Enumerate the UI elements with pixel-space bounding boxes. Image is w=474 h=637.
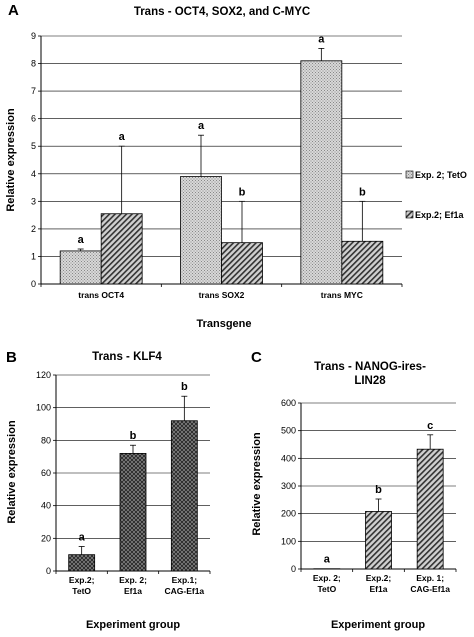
x-tick-label: CAG-Ef1a bbox=[164, 586, 204, 596]
panel-b-letter: B bbox=[6, 349, 17, 366]
y-tick-label: 6 bbox=[31, 114, 36, 124]
chart-a-xlabel: Transgene bbox=[196, 318, 251, 330]
y-tick-label: 60 bbox=[41, 468, 51, 478]
significance-label: a bbox=[119, 131, 126, 143]
x-tick-label: Exp.1; bbox=[172, 575, 198, 585]
y-tick-label: 200 bbox=[281, 509, 296, 519]
chart-b-ylabel: Relative expression bbox=[6, 420, 18, 524]
bar bbox=[120, 453, 146, 571]
y-tick-label: 40 bbox=[41, 501, 51, 511]
panel-a: A Trans - OCT4, SOX2, and C-MYC Relative… bbox=[5, 2, 467, 330]
chart-b-xlabel: Experiment group bbox=[86, 619, 180, 631]
y-tick-label: 5 bbox=[31, 141, 36, 151]
y-tick-label: 0 bbox=[291, 564, 296, 574]
y-tick-label: 8 bbox=[31, 59, 36, 69]
significance-label: a bbox=[79, 532, 86, 544]
y-tick-label: 7 bbox=[31, 86, 36, 96]
chart-b-plot: 0 20 40 60 80 100 120 Exp.2;TetO a Exp. 2;Ef1a b Ex… bbox=[36, 370, 210, 596]
y-tick-label: 400 bbox=[281, 453, 296, 463]
legend-label-teto: Exp. 2; TetO bbox=[415, 170, 467, 180]
x-tick-label: trans OCT4 bbox=[78, 290, 124, 300]
y-tick-label: 1 bbox=[31, 251, 36, 261]
bar bbox=[301, 61, 342, 284]
significance-label: b bbox=[130, 430, 137, 442]
y-tick-label: 600 bbox=[281, 398, 296, 408]
x-tick-label: Exp.2; bbox=[69, 575, 95, 585]
x-tick-label: trans SOX2 bbox=[199, 290, 245, 300]
bar bbox=[222, 243, 263, 284]
y-tick-label: 100 bbox=[36, 403, 51, 413]
y-tick-label: 120 bbox=[36, 370, 51, 380]
x-tick-label: CAG-Ef1a bbox=[410, 584, 450, 594]
bar bbox=[366, 511, 392, 569]
panel-c-letter: C bbox=[251, 349, 262, 366]
bar bbox=[171, 421, 197, 571]
significance-label: a bbox=[78, 234, 85, 246]
bar bbox=[181, 177, 222, 284]
legend-swatch-teto bbox=[406, 171, 413, 178]
x-tick-label: TetO bbox=[317, 584, 336, 594]
chart-a-title: Trans - OCT4, SOX2, and C-MYC bbox=[134, 6, 310, 18]
chart-a-ylabel: Relative expression bbox=[5, 108, 17, 212]
x-tick-label: Ef1a bbox=[370, 584, 388, 594]
y-tick-label: 300 bbox=[281, 481, 296, 491]
y-tick-label: 3 bbox=[31, 196, 36, 206]
y-tick-label: 2 bbox=[31, 224, 36, 234]
x-tick-label: Ef1a bbox=[124, 586, 142, 596]
legend-label-ef1a: Exp.2; Ef1a bbox=[415, 210, 465, 220]
significance-label: b bbox=[375, 484, 382, 496]
x-tick-label: Exp. 1; bbox=[416, 573, 444, 583]
significance-label: b bbox=[181, 381, 188, 393]
chart-c-plot: 0 100 200 300 400 500 600 Exp. 2;TetO a Exp.2;Ef1… bbox=[281, 398, 456, 594]
y-tick-label: 20 bbox=[41, 533, 51, 543]
y-tick-label: 80 bbox=[41, 435, 51, 445]
significance-label: a bbox=[198, 120, 205, 132]
y-tick-label: 0 bbox=[31, 279, 36, 289]
y-tick-label: 500 bbox=[281, 426, 296, 436]
y-tick-label: 0 bbox=[46, 566, 51, 576]
significance-label: b bbox=[359, 186, 366, 198]
chart-b-title: Trans - KLF4 bbox=[92, 351, 162, 363]
y-tick-label: 4 bbox=[31, 169, 36, 179]
bar bbox=[417, 449, 443, 569]
x-tick-label: Exp. 2; bbox=[119, 575, 147, 585]
x-tick-label: Exp. 2; bbox=[313, 573, 341, 583]
chart-c-title-line1: Trans - NANOG-ires- bbox=[314, 361, 426, 373]
chart-c-title-line2: LIN28 bbox=[354, 375, 386, 387]
y-tick-label: 9 bbox=[31, 31, 36, 41]
significance-label: a bbox=[324, 554, 331, 566]
panel-c: C Trans - NANOG-ires- LIN28 Relative exp… bbox=[251, 349, 456, 631]
panel-b: B Trans - KLF4 Relative expression Exper… bbox=[6, 349, 210, 631]
x-tick-label: Exp.2; bbox=[366, 573, 392, 583]
y-tick-label: 100 bbox=[281, 536, 296, 546]
chart-c-xlabel: Experiment group bbox=[331, 619, 425, 631]
bar bbox=[101, 214, 142, 284]
x-tick-label: trans MYC bbox=[321, 290, 363, 300]
bar bbox=[60, 251, 101, 284]
chart-a-legend: Exp. 2; TetO Exp.2; Ef1a bbox=[406, 170, 467, 220]
significance-label: a bbox=[318, 33, 325, 45]
chart-a-plot: 0 1 2 3 4 5 6 7 8 9 trans OCT4 a a trans SOX2 a b trans … bbox=[31, 31, 402, 300]
bar bbox=[342, 241, 383, 284]
legend-swatch-ef1a bbox=[406, 211, 413, 218]
x-tick-label: TetO bbox=[72, 586, 91, 596]
significance-label: c bbox=[427, 420, 433, 432]
chart-c-ylabel: Relative expression bbox=[251, 432, 263, 536]
significance-label: b bbox=[239, 186, 246, 198]
panel-a-letter: A bbox=[8, 2, 19, 19]
bar bbox=[69, 555, 95, 571]
